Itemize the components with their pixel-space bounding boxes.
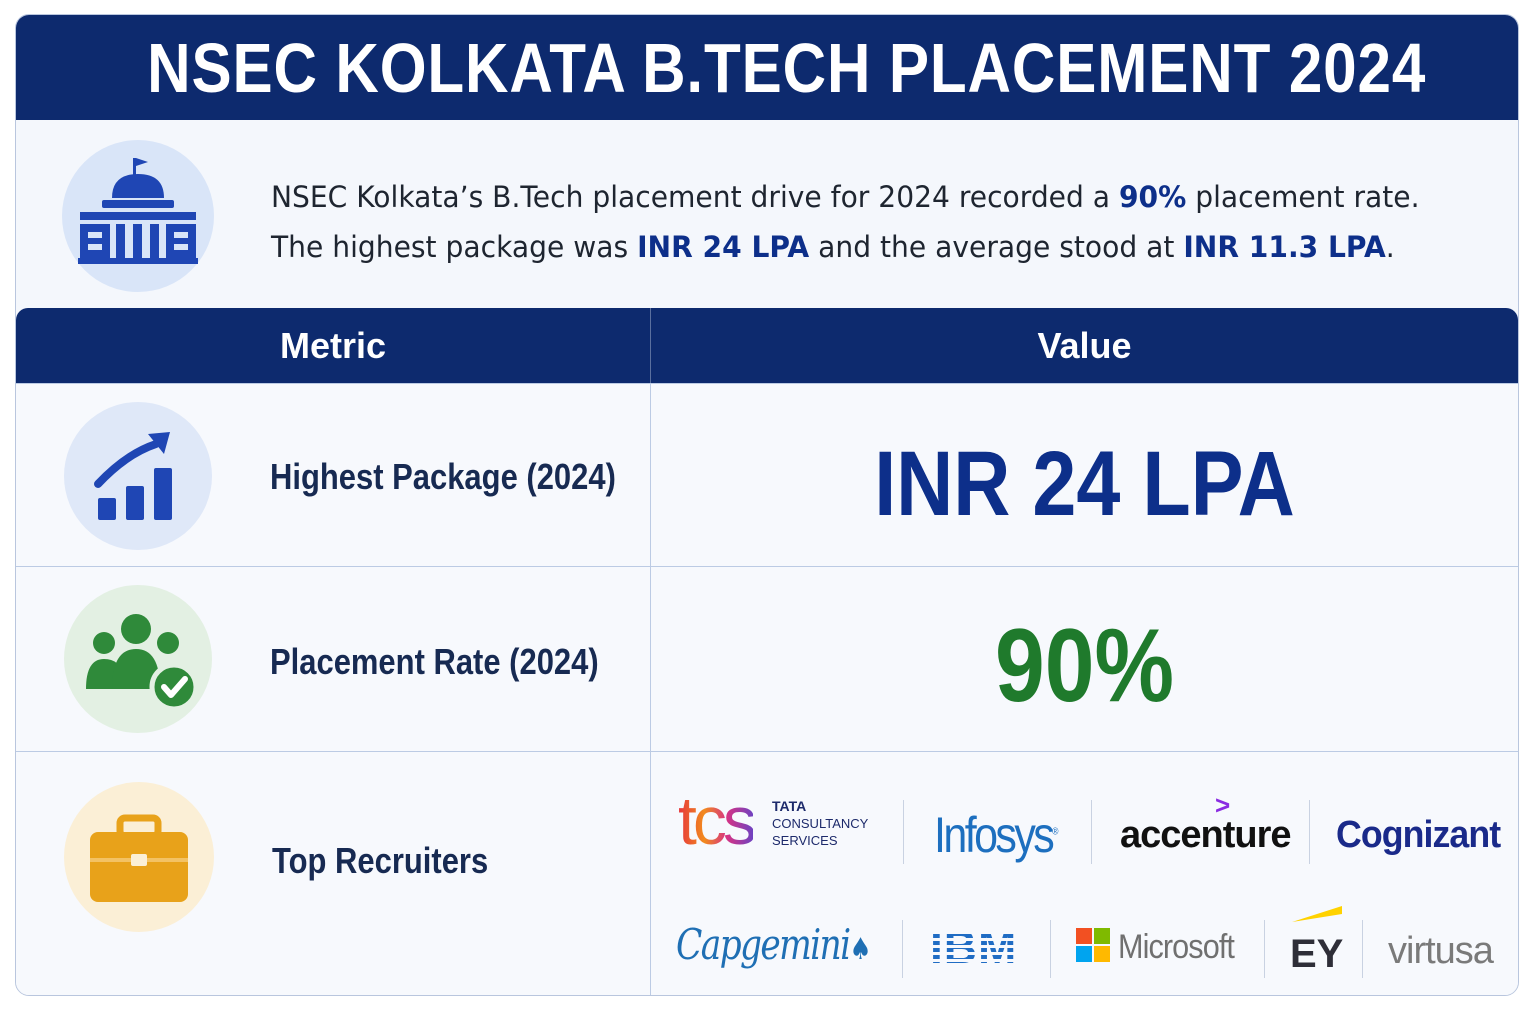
table-row: Top Recruiters tcs TATA CONSULTANCY SERV… (16, 751, 1518, 995)
row-label-recruiters: Top Recruiters (272, 840, 489, 881)
microsoft-windows-icon (1076, 928, 1110, 962)
infosys-logo: Infosys® (934, 807, 1059, 863)
row-label-rate: Placement Rate (2024) (270, 641, 599, 682)
tcs-logo: tcs (678, 783, 757, 859)
page-title: NSEC KOLKATA B.TECH PLACEMENT 2024 (147, 28, 1427, 107)
ibm-logo: IBM (930, 921, 1018, 973)
briefcase-icon (64, 782, 214, 932)
table-row: Placement Rate (2024) 90% (16, 566, 1518, 752)
header-value: Value (1037, 325, 1132, 366)
cognizant-logo: Cognizant (1336, 814, 1501, 856)
institute-building-icon (62, 140, 214, 292)
accenture-logo: accenture > (1120, 790, 1292, 856)
placement-rate-value: 90% (994, 608, 1175, 724)
capgemini-spade-icon: ♠ (849, 932, 871, 967)
microsoft-logo: Microsoft (1118, 928, 1235, 966)
row-label-highest: Highest Package (2024) (270, 456, 616, 497)
table-row: Highest Package (2024) INR 24 LPA (16, 383, 1518, 567)
capgemini-logo: Capgemini♠ (676, 920, 872, 969)
placement-card: NSEC KOLKATA B.TECH PLACEMENT 2024 (15, 14, 1519, 996)
intro-highest: INR 24 LPA (637, 230, 810, 264)
ey-beam-icon (1290, 904, 1344, 924)
intro-average: INR 11.3 LPA (1183, 230, 1386, 264)
title-bar: NSEC KOLKATA B.TECH PLACEMENT 2024 (16, 15, 1518, 120)
intro-rate: 90% (1118, 180, 1187, 214)
tcs-name: TATA CONSULTANCY SERVICES (772, 798, 869, 848)
accenture-arrow-icon: > (1215, 790, 1230, 820)
table-header: Metric Value (16, 308, 1518, 383)
header-metric: Metric (279, 325, 387, 366)
virtusa-logo: virtusa (1388, 930, 1494, 972)
ey-logo: EY (1290, 932, 1344, 976)
intro-section: NSEC Kolkata’s B.Tech placement drive fo… (16, 120, 1518, 308)
growth-chart-icon (64, 402, 212, 550)
intro-text: NSEC Kolkata’s B.Tech placement drive fo… (271, 180, 1420, 264)
people-check-icon (64, 585, 212, 733)
highest-package-value: INR 24 LPA (874, 433, 1295, 535)
